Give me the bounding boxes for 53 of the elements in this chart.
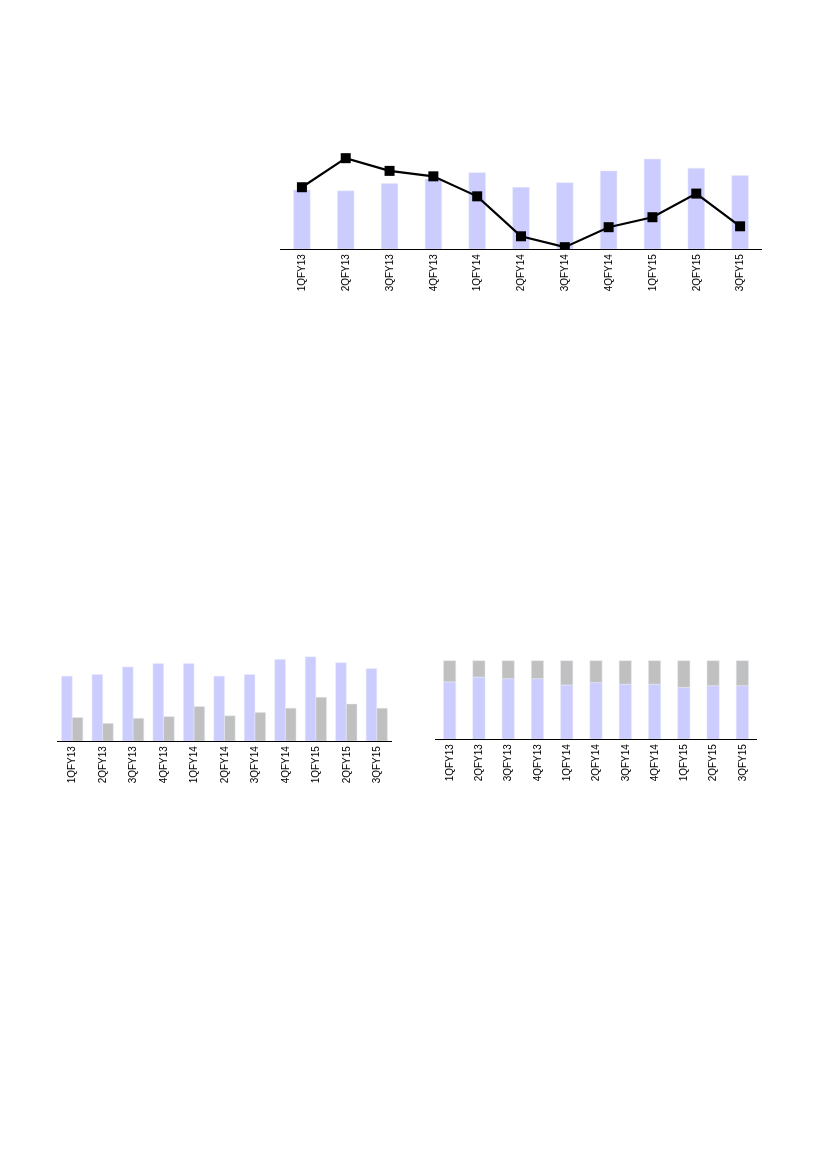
x-tick-label: 2QFY15 [707,743,719,782]
x-tick-label: 4QFY13 [157,745,169,784]
x-tick-label: 4QFY13 [427,253,439,292]
x-tick-label: 4QFY14 [648,743,660,782]
x-tick-label: 3QFY14 [249,745,261,784]
x-tick-label: 4QFY14 [279,745,291,784]
x-tick-label: 2QFY13 [339,253,351,292]
x-tick-label: 4QFY13 [531,743,543,782]
point [603,222,614,233]
x-tick-label: 2QFY15 [340,745,352,784]
x-tick-label: 4QFY14 [602,253,614,292]
point [340,153,351,164]
bar [687,167,705,249]
point [472,191,483,202]
bar [600,170,618,249]
bar [293,189,311,249]
x-tick-label: 3QFY13 [502,743,514,782]
point [428,171,439,182]
point [296,182,307,193]
x-tick-label: 3QFY14 [559,253,571,292]
x-tick-label: 2QFY13 [96,745,108,784]
point [516,231,526,242]
bar [424,178,442,249]
x-tick-label: 2QFY14 [218,745,230,784]
x-tick-label: 2QFY13 [473,743,485,782]
bar [731,175,749,249]
point [691,188,702,199]
x-tick-label: 1QFY14 [560,743,572,782]
point [735,221,746,232]
x-tick-label: 1QFY15 [646,253,658,292]
x-tick-label: 3QFY15 [736,743,748,782]
x-tick-label: 2QFY14 [590,743,602,782]
x-tick-label: 3QFY15 [371,745,383,784]
x-tick-label: 3QFY13 [127,745,139,784]
x-tick-label: 1QFY13 [66,745,78,784]
x-tick-label: 1QFY13 [296,253,308,292]
x-tick-label: 1QFY15 [310,745,322,784]
bar [380,183,399,249]
x-tick-label: 1QFY14 [188,745,200,784]
x-tick-label: 2QFY15 [690,253,702,292]
x-tick-label: 3QFY14 [619,743,631,782]
bar [468,172,486,249]
x-tick-label: 1QFY14 [471,253,483,292]
x-tick-label: 1QFY13 [443,743,455,782]
bar [556,182,574,249]
x-tick-label: 1QFY15 [678,743,690,782]
bar [337,190,355,249]
x-tick-label: 2QFY14 [515,253,527,292]
x-tick-label: 3QFY15 [734,253,746,292]
point [647,212,658,223]
bar [643,158,662,249]
x-tick-label: 3QFY13 [383,253,395,292]
point [384,165,395,176]
